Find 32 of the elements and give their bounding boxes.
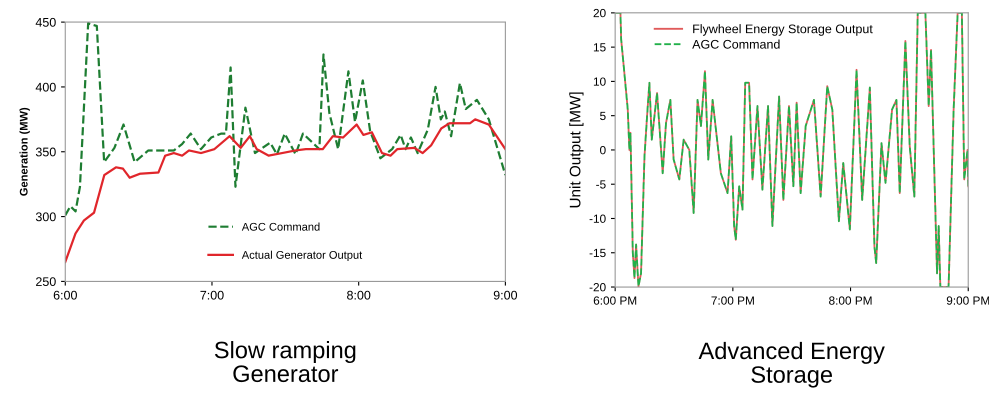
y-axis-title: Unit Output [MW] — [569, 92, 584, 208]
text: Advanced Energy Storage — [698, 342, 885, 388]
y-tick-label: -5 — [596, 180, 606, 189]
y-axis-title: Generation (MW) — [19, 108, 30, 196]
y-tick-label: 20 — [594, 8, 606, 18]
y-tick-label: 450 — [36, 18, 56, 27]
legend-label: Actual Generator Output — [242, 250, 362, 262]
y-tick-label: 0 — [600, 146, 606, 154]
y-tick-label: 5 — [600, 112, 606, 120]
line-series — [65, 118, 506, 264]
y-tick-label: -10 — [590, 214, 606, 223]
x-tick-label: 7:00 PM — [711, 296, 754, 305]
x-tick-label: 7:00 — [200, 290, 224, 300]
x-tick-label: 6:00 — [54, 290, 77, 300]
y-tick-label: 15 — [594, 43, 606, 52]
legend-label: AGC Command — [692, 40, 780, 49]
text: Slow ramping Generator — [214, 341, 356, 382]
y-tick-label: 350 — [36, 148, 56, 156]
y-tick-label: -20 — [590, 283, 606, 292]
x-tick-label: 8:00 — [347, 290, 370, 300]
legend-label: Flywheel Energy Storage Output — [693, 24, 873, 36]
y-tick-label: 300 — [36, 212, 56, 222]
legend-label: AGC Command — [242, 222, 320, 231]
x-tick-label: 8:00 PM — [829, 296, 872, 305]
y-tick-label: -15 — [590, 248, 606, 258]
x-tick-label: 6:00 PM — [594, 296, 636, 305]
x-tick-label: 9:00 PM — [946, 296, 989, 305]
x-tick-label: 9:00 — [494, 290, 518, 300]
line-series — [615, 12, 968, 288]
y-tick-label: 400 — [36, 82, 56, 92]
y-tick-label: 250 — [36, 277, 56, 286]
y-tick-label: 10 — [594, 77, 606, 86]
